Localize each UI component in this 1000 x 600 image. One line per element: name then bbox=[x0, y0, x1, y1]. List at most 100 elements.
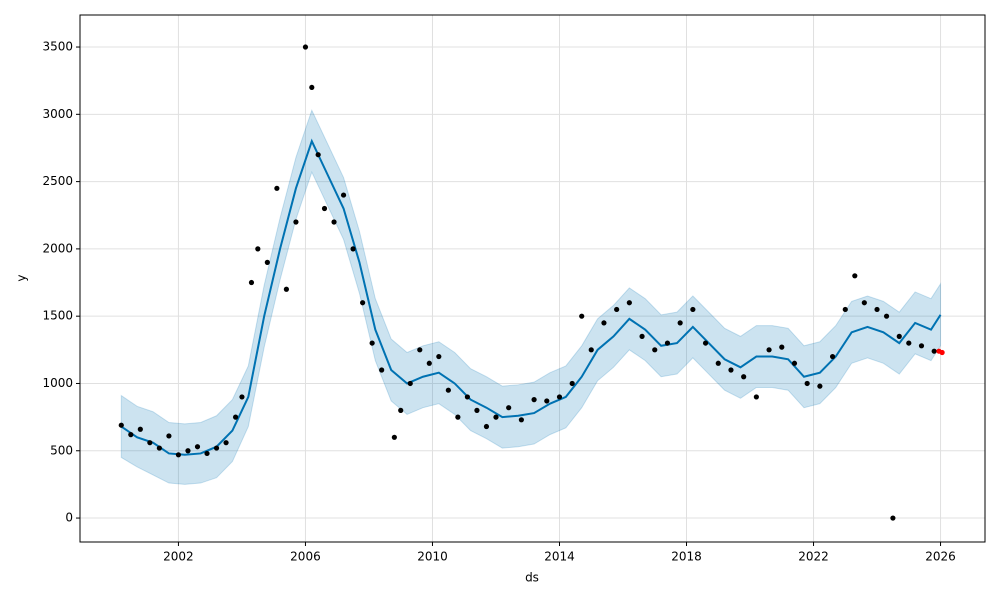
data-point bbox=[766, 347, 772, 353]
data-point bbox=[677, 320, 683, 326]
data-point bbox=[556, 394, 563, 400]
data-point bbox=[588, 347, 594, 353]
x-tick-label: 2018 bbox=[671, 550, 702, 564]
data-point bbox=[804, 380, 810, 387]
y-tick-label: 2500 bbox=[42, 174, 73, 188]
data-point bbox=[204, 450, 210, 457]
data-point bbox=[852, 273, 858, 279]
x-tick-label: 2002 bbox=[163, 550, 194, 564]
data-point bbox=[842, 306, 848, 313]
data-point bbox=[166, 433, 172, 439]
data-point bbox=[728, 367, 734, 373]
data-point bbox=[493, 414, 499, 420]
x-tick-label: 2006 bbox=[290, 550, 321, 564]
data-point bbox=[931, 348, 937, 354]
data-point bbox=[147, 440, 153, 446]
data-point bbox=[569, 380, 575, 387]
data-point bbox=[331, 219, 337, 225]
data-point bbox=[194, 444, 201, 450]
data-point bbox=[309, 84, 315, 91]
data-point bbox=[464, 394, 471, 400]
data-point bbox=[601, 320, 607, 326]
data-point bbox=[817, 383, 823, 389]
data-point bbox=[264, 259, 270, 265]
data-point bbox=[293, 219, 299, 225]
data-point bbox=[518, 417, 524, 423]
data-point bbox=[248, 279, 255, 286]
data-point bbox=[407, 380, 413, 387]
data-point bbox=[398, 407, 404, 413]
data-point bbox=[544, 398, 550, 404]
data-point bbox=[890, 515, 896, 521]
data-point bbox=[137, 426, 143, 432]
data-point bbox=[474, 407, 480, 413]
data-point bbox=[874, 306, 880, 313]
x-tick-label: 2026 bbox=[925, 550, 956, 564]
data-point bbox=[369, 340, 375, 346]
data-point bbox=[232, 414, 239, 420]
data-point bbox=[340, 192, 347, 198]
data-point bbox=[829, 353, 836, 360]
data-point bbox=[939, 349, 945, 356]
data-point bbox=[445, 387, 451, 393]
data-point bbox=[883, 313, 890, 319]
data-point bbox=[779, 344, 785, 350]
data-point bbox=[283, 286, 290, 292]
data-point bbox=[906, 340, 912, 346]
data-point bbox=[379, 367, 385, 373]
data-point bbox=[639, 333, 645, 339]
data-point bbox=[690, 306, 696, 313]
data-point bbox=[255, 246, 261, 252]
plot-frame bbox=[79, 14, 986, 543]
data-point bbox=[274, 185, 280, 191]
data-point bbox=[185, 448, 191, 454]
data-point bbox=[664, 340, 671, 346]
x-axis-label: ds bbox=[525, 571, 539, 585]
data-point bbox=[741, 374, 747, 380]
data-point bbox=[213, 445, 220, 451]
data-point bbox=[223, 440, 229, 446]
data-point bbox=[579, 313, 585, 319]
y-tick-label: 3500 bbox=[42, 40, 73, 54]
data-point bbox=[321, 205, 328, 212]
y-tick-label: 2000 bbox=[42, 241, 73, 255]
data-point bbox=[626, 300, 632, 306]
data-point bbox=[791, 360, 798, 366]
x-tick-label: 2022 bbox=[798, 550, 829, 564]
data-point bbox=[896, 333, 902, 339]
x-tick-label: 2014 bbox=[544, 550, 575, 564]
data-point bbox=[753, 394, 759, 400]
data-point bbox=[315, 152, 321, 158]
x-tick-label: 2010 bbox=[417, 550, 448, 564]
data-point bbox=[302, 44, 309, 50]
data-point bbox=[156, 445, 162, 451]
data-point bbox=[861, 300, 867, 306]
data-point bbox=[614, 306, 620, 313]
data-point bbox=[483, 423, 490, 430]
data-point bbox=[350, 246, 356, 252]
uncertainty-band bbox=[120, 108, 942, 485]
data-point bbox=[652, 347, 658, 353]
data-point bbox=[128, 432, 134, 438]
data-point bbox=[455, 414, 461, 420]
y-tick-label: 3000 bbox=[42, 107, 73, 121]
data-point bbox=[426, 360, 432, 366]
data-point bbox=[175, 452, 182, 458]
y-tick-label: 500 bbox=[50, 443, 73, 457]
y-tick-label: 0 bbox=[65, 511, 73, 525]
data-point bbox=[360, 300, 366, 306]
y-tick-label: 1500 bbox=[42, 309, 73, 323]
data-point bbox=[715, 360, 721, 366]
data-point bbox=[918, 343, 925, 349]
data-point bbox=[239, 394, 245, 400]
y-tick-label: 1000 bbox=[42, 376, 73, 390]
y-axis-label: y bbox=[15, 274, 29, 281]
data-point bbox=[506, 405, 512, 411]
data-point bbox=[531, 397, 537, 403]
data-point bbox=[702, 340, 709, 346]
data-point bbox=[436, 353, 442, 360]
forecast-line bbox=[120, 138, 942, 456]
data-point bbox=[391, 434, 397, 440]
